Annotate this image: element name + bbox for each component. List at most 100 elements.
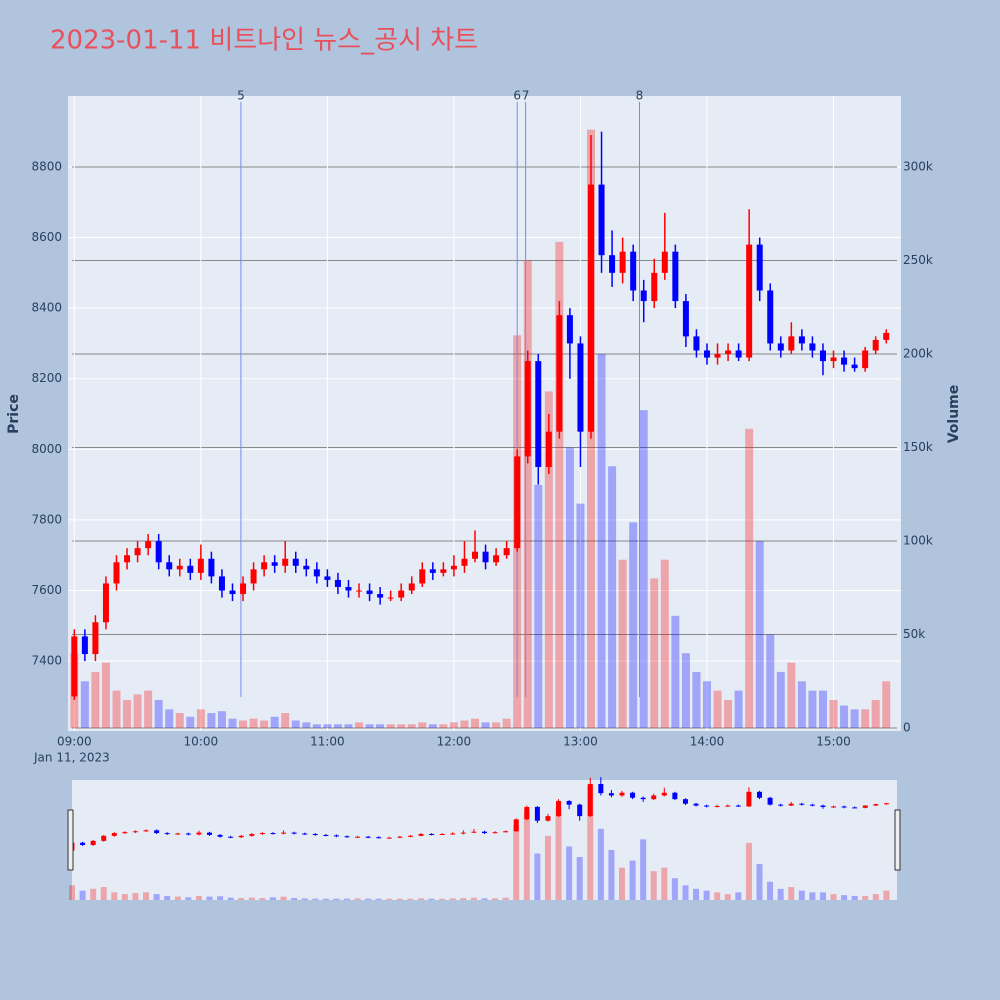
range-slider[interactable] [72, 780, 897, 900]
volume-bar [175, 713, 184, 729]
range-handle[interactable] [67, 809, 74, 871]
volume-bar [165, 709, 174, 729]
volume-bar [555, 241, 564, 729]
candle-body [757, 791, 762, 798]
candle-body [419, 569, 426, 584]
mini-volume-bar [344, 898, 350, 900]
candle-body [503, 831, 509, 833]
y2-tick-label: 150k [903, 440, 933, 454]
candle-body [460, 832, 466, 834]
candle-body [102, 583, 109, 623]
candle-body [703, 350, 710, 358]
mini-volume-bar [714, 892, 721, 900]
x-tick-label: 11:00 [310, 735, 345, 749]
y-tick-label: 8400 [31, 301, 62, 315]
volume-bar [471, 718, 480, 729]
x-tick-label: 14:00 [690, 735, 725, 749]
candle-body [217, 834, 223, 837]
candle-body [598, 784, 604, 794]
y-tick-label: 7400 [31, 654, 62, 668]
candle-body [418, 833, 424, 836]
candle-body [229, 590, 236, 595]
y-tick-label: 7600 [31, 583, 62, 597]
candle-body [387, 597, 394, 599]
y2-tick-label: 250k [903, 253, 933, 267]
volume-bar [144, 690, 153, 729]
candle-body [566, 315, 573, 344]
candle-body [238, 835, 244, 838]
candle-body [524, 806, 530, 820]
candle-body [577, 343, 584, 432]
volume-bar [850, 709, 859, 729]
candle-body [778, 804, 784, 806]
mini-volume-bar [534, 853, 541, 900]
mini-volume-bar [788, 887, 795, 900]
candle-body [682, 301, 689, 337]
mini-volume-bar [735, 892, 742, 900]
volume-bar [565, 447, 574, 729]
mini-volume-bar [100, 887, 107, 900]
mini-volume-bar [206, 896, 213, 900]
mini-volume-bar [280, 896, 287, 900]
candle-body [386, 837, 392, 839]
mini-volume-bar [195, 895, 202, 900]
mini-volume-bar [862, 895, 869, 900]
candle-body [788, 336, 795, 351]
mini-volume-bar [756, 864, 763, 900]
volume-bar [787, 662, 796, 729]
mini-volume-bar [724, 894, 731, 900]
candle-body [609, 255, 616, 273]
mini-volume-bar [354, 898, 361, 900]
volume-bar [576, 503, 585, 729]
mini-volume-bar [301, 898, 308, 900]
y2-tick-label: 300k [903, 160, 933, 174]
candle-body [143, 830, 149, 832]
volume-bar [534, 484, 543, 729]
candle-body [872, 339, 879, 351]
mini-volume-bar [767, 881, 774, 900]
candle-body [566, 800, 572, 805]
plot-background [68, 96, 901, 731]
volume-bar [428, 724, 437, 729]
candle-body [366, 590, 373, 595]
volume-bar [692, 671, 701, 729]
candle-body [471, 831, 477, 833]
mini-volume-bar [248, 897, 255, 900]
volume-bar [344, 724, 353, 729]
volume-bar [154, 699, 163, 729]
candle-body [334, 579, 341, 587]
candle-body [767, 797, 773, 805]
candle-body [124, 555, 131, 563]
candle-body [271, 562, 278, 566]
candle-body [714, 354, 721, 358]
candle-body [831, 806, 837, 808]
candle-body [122, 832, 128, 834]
mini-volume-bar [90, 888, 97, 900]
mini-volume-bar [587, 786, 594, 900]
candle-body [883, 332, 890, 340]
candle-body [292, 558, 299, 566]
mini-volume-bar [269, 897, 276, 900]
candle-body [228, 836, 234, 838]
volume-bar [312, 724, 321, 729]
volume-bar [386, 724, 395, 729]
mini-volume-bar [597, 828, 604, 900]
mini-volume-bar [513, 825, 520, 900]
candle-body [429, 833, 435, 835]
candle-body [185, 833, 191, 835]
candle-body [714, 806, 720, 808]
y2-axis-title: Volume [946, 385, 962, 444]
mini-volume-bar [79, 890, 86, 900]
candle-body [693, 336, 700, 351]
candle-body [450, 833, 456, 835]
candle-body [693, 803, 699, 806]
candle-body [240, 583, 247, 595]
mini-volume-bar [396, 898, 403, 900]
news-label: 6 [513, 89, 521, 103]
volume-bar [407, 724, 416, 729]
candle-body [92, 622, 99, 655]
candle-body [608, 793, 614, 796]
range-handle[interactable] [894, 809, 901, 871]
y-tick-label: 8200 [31, 371, 62, 385]
